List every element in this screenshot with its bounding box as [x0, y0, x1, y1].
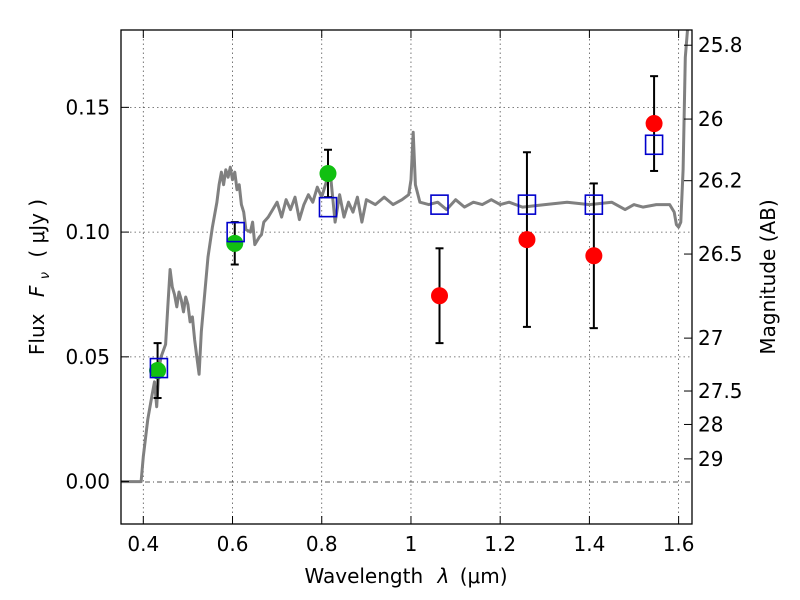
y-tick-label: 0.00: [65, 470, 110, 494]
y2-tick-label: 27: [698, 326, 723, 350]
green-data-point: [149, 362, 167, 380]
plot-background: [121, 30, 692, 524]
green-data-point: [319, 164, 337, 182]
tick-labels: 0.4 0.6 0.8 1 1.2 1.4 1.6 0.00 0.05 0.10 0.15 25.8 2…: [65, 33, 742, 556]
grid-lines: [121, 30, 692, 524]
x-tick-label: 0.4: [127, 532, 159, 556]
y2-tick-label: 26.5: [698, 242, 743, 266]
model-photometry-square: [226, 221, 245, 243]
y2-tick-label: 26: [698, 107, 723, 131]
x-tick-label: 1.4: [573, 532, 605, 556]
red-data-point: [431, 287, 449, 305]
x-axis-label: Wavelength λ (μm): [304, 564, 507, 588]
x-axis-label-text: Wavelength: [304, 564, 423, 588]
model-spectrum-line: [121, 29, 689, 484]
y2-tick-label: 28: [698, 412, 723, 436]
model-photometry-square: [517, 194, 537, 215]
y2-tick-label: 25.8: [698, 33, 743, 57]
y-axis-label-symbol: F: [25, 285, 49, 297]
y-axis-label-text: Flux: [25, 313, 49, 355]
x-tick-label: 1.2: [484, 532, 516, 556]
x-axis-label-unit: (μm): [460, 564, 508, 588]
y2-tick-label: 27.5: [698, 379, 743, 403]
model-photometry-square: [644, 134, 664, 156]
green-data-point: [226, 234, 244, 252]
x-tick-label: 0.6: [217, 532, 249, 556]
x-tick-label: 1: [405, 532, 418, 556]
plot-frame: [120, 29, 693, 525]
x-axis-label-symbol: λ: [437, 564, 450, 588]
y2-tick-label: 29: [698, 447, 723, 471]
model-photometry-square: [430, 194, 449, 215]
model-photometry-square: [149, 357, 169, 379]
y2-tick-label: 26.2: [698, 169, 743, 193]
x-tick-label: 1.6: [663, 532, 695, 556]
y2-axis-label: Magnitude (AB): [756, 199, 780, 354]
red-data-point: [518, 231, 536, 249]
red-data-point: [585, 247, 603, 265]
y-axis-label: Flux F ν ( μJy ): [25, 199, 54, 355]
y-tick-label: 0.15: [65, 95, 110, 119]
y-tick-label: 0.10: [65, 220, 110, 244]
y-axis-label-unit: ( μJy ): [25, 199, 49, 258]
red-data-point: [645, 115, 663, 133]
data-markers: [149, 115, 664, 380]
x-tick-label: 0.8: [306, 532, 338, 556]
y-axis-label-sub: ν: [38, 272, 53, 279]
y-tick-label: 0.05: [65, 345, 110, 369]
model-photometry-square: [584, 194, 604, 215]
model-photometry-square: [318, 196, 338, 218]
axis-ticks: [121, 30, 692, 524]
